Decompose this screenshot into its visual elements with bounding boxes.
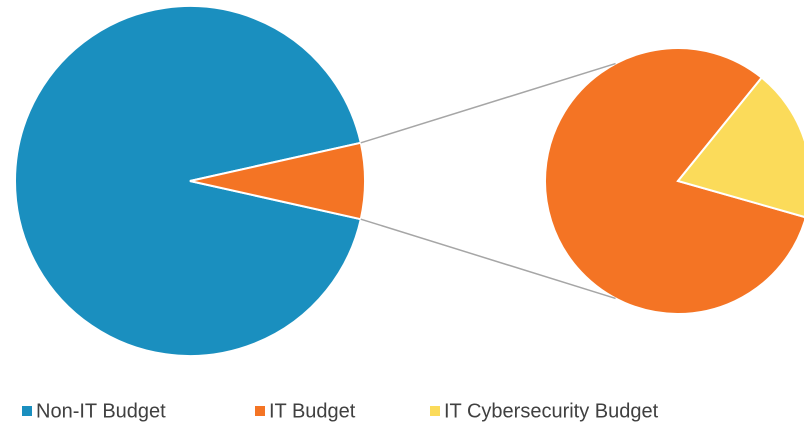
pie-slice [544, 47, 804, 315]
legend-label: IT Cybersecurity Budget [444, 400, 659, 422]
legend-label: Non-IT Budget [36, 400, 166, 422]
connector-line [360, 218, 616, 300]
legend-swatch [22, 406, 32, 416]
connector-line [360, 62, 616, 144]
pie-slice [14, 5, 362, 357]
pie-slice [676, 76, 804, 218]
pie-slice [189, 141, 366, 221]
legend-label: IT Budget [269, 400, 356, 422]
legend-swatch [255, 406, 265, 416]
legend-swatch [430, 406, 440, 416]
